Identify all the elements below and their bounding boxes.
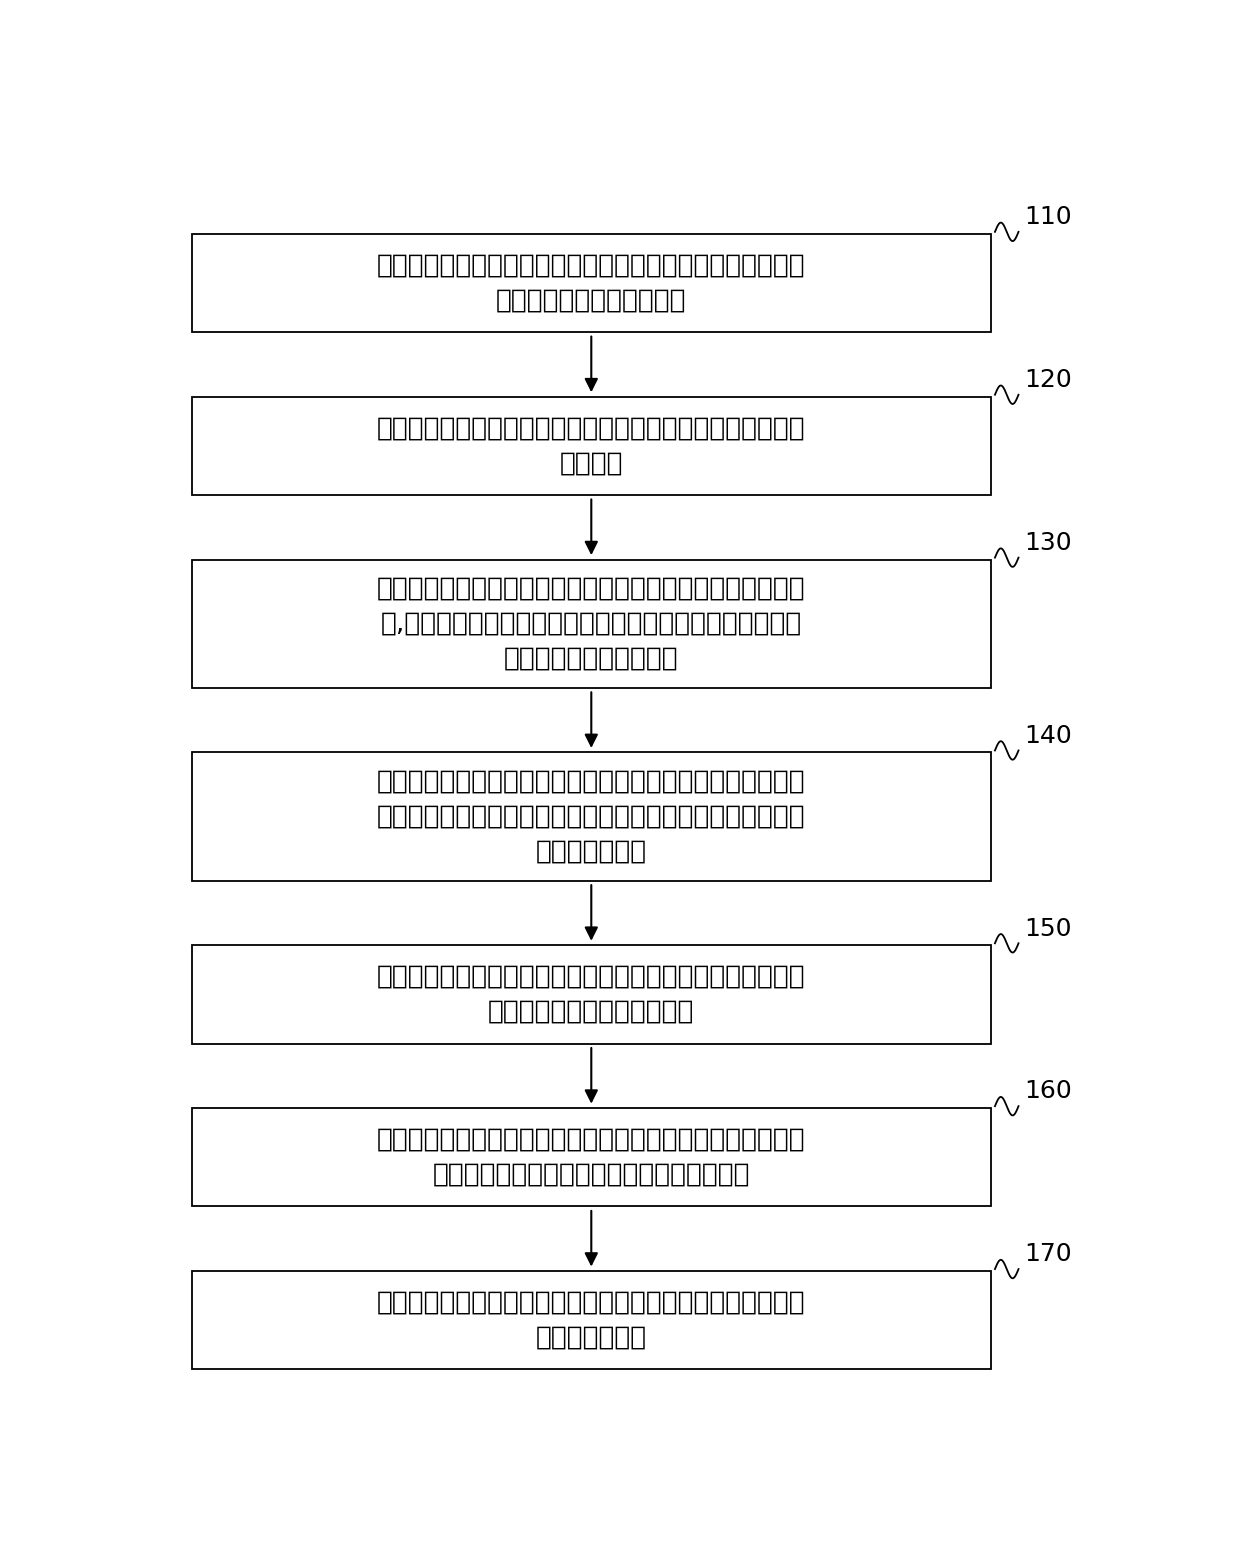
Text: 根据近景摄影测量原理对所述采集图像进行处理，生成山体创
面三维地形数据: 根据近景摄影测量原理对所述采集图像进行处理，生成山体创 面三维地形数据	[377, 1290, 806, 1351]
Bar	[191, 559, 991, 688]
Text: 150: 150	[1024, 917, 1073, 940]
Text: 根据预设分辨率和图像采集设备参数，确定与创面底部之间的
拍摄距离: 根据预设分辨率和图像采集设备参数，确定与创面底部之间的 拍摄距离	[377, 415, 806, 477]
Text: 根据所述山体创面的高度、所述拍摄点与创面之间的拍摄距离
、图像采集设备参数和预设影像重叠度确定所述拍摄点的相邻
悬停点的高度差: 根据所述山体创面的高度、所述拍摄点与创面之间的拍摄距离 、图像采集设备参数和预设…	[377, 768, 806, 864]
Text: 160: 160	[1024, 1080, 1073, 1103]
Bar	[191, 1272, 991, 1369]
Text: 120: 120	[1024, 369, 1073, 392]
Text: 130: 130	[1024, 531, 1073, 555]
Text: 140: 140	[1024, 723, 1073, 748]
Text: 根据预设的影像重叠度确定所述拍摄点的起始拍摄角度、终止
拍摄角度和每次拍摄的角度差: 根据预设的影像重叠度确定所述拍摄点的起始拍摄角度、终止 拍摄角度和每次拍摄的角度…	[377, 963, 806, 1025]
Text: 根据拍摄距离和预设旁向重叠度确定相邻拍摄点之间的最大距
离,并根据最大高度、最小高度和所述最大距离确定拍摄点的
数量和所述拍摄点的高度: 根据拍摄距离和预设旁向重叠度确定相邻拍摄点之间的最大距 离,并根据最大高度、最小…	[377, 576, 806, 672]
Bar	[191, 753, 991, 881]
Bar	[191, 1108, 991, 1207]
Bar	[191, 397, 991, 496]
Text: 根据所述拍摄点、拍摄点的相邻悬停点的高度差起始拍摄角度
、终止拍摄角度和每次拍摄的角度差采集图像: 根据所述拍摄点、拍摄点的相邻悬停点的高度差起始拍摄角度 、终止拍摄角度和每次拍摄…	[377, 1126, 806, 1188]
Text: 110: 110	[1024, 204, 1073, 229]
Text: 170: 170	[1024, 1242, 1073, 1267]
Bar	[191, 945, 991, 1044]
Text: 获取山体创面的周边环境影像数据，根据所述周边环境影像数
据确定飞行范围及飞行高度: 获取山体创面的周边环境影像数据，根据所述周边环境影像数 据确定飞行范围及飞行高度	[377, 252, 806, 313]
Bar	[191, 234, 991, 331]
